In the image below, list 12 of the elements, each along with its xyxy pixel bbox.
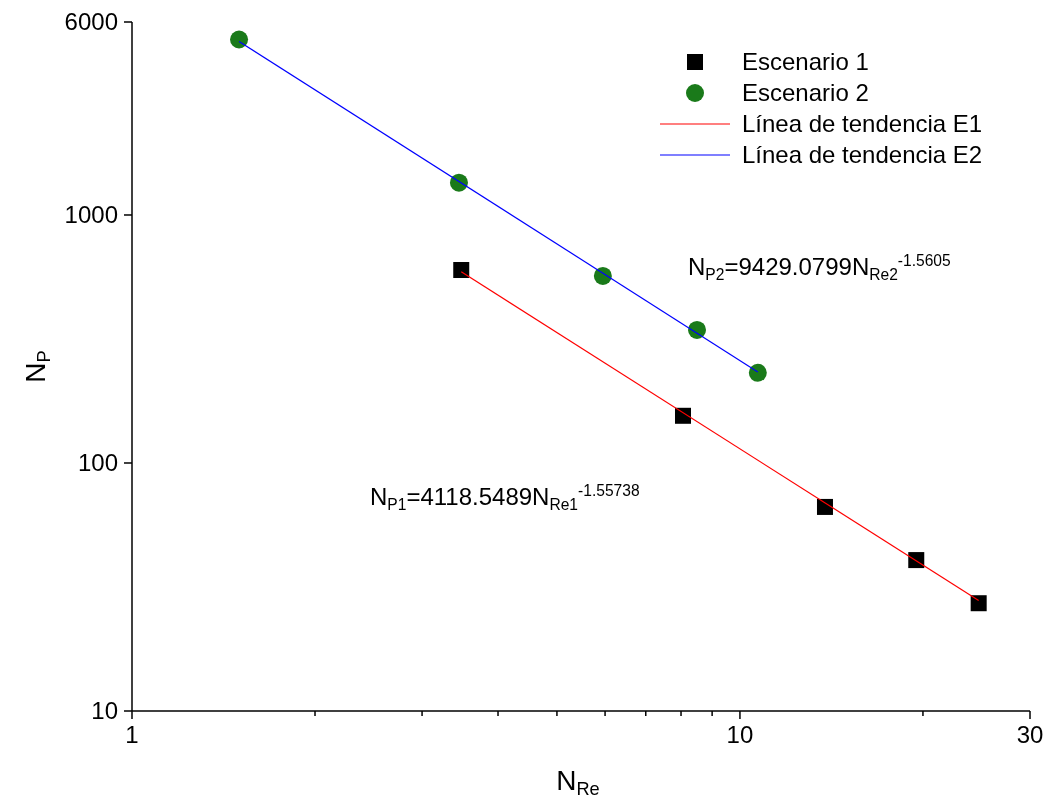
x-tick-label: 30 [1016,721,1044,748]
y-tick-label: 6000 [64,8,118,35]
x-tick-label: 10 [726,721,754,748]
y-tick-label: 10 [91,697,118,724]
x-axis-title: N$_{Re}$ [556,765,600,800]
legend-label: Línea de tendencia E2 [742,141,983,168]
legend-label: Escenario 2 [742,79,869,106]
x-tick-label: 1 [125,721,139,748]
legend-label: Línea de tendencia E1 [742,110,983,137]
y-tick-label: 100 [77,448,118,476]
y-tick-label: 1000 [64,200,118,228]
legend-label: Escenario 1 [742,48,869,75]
